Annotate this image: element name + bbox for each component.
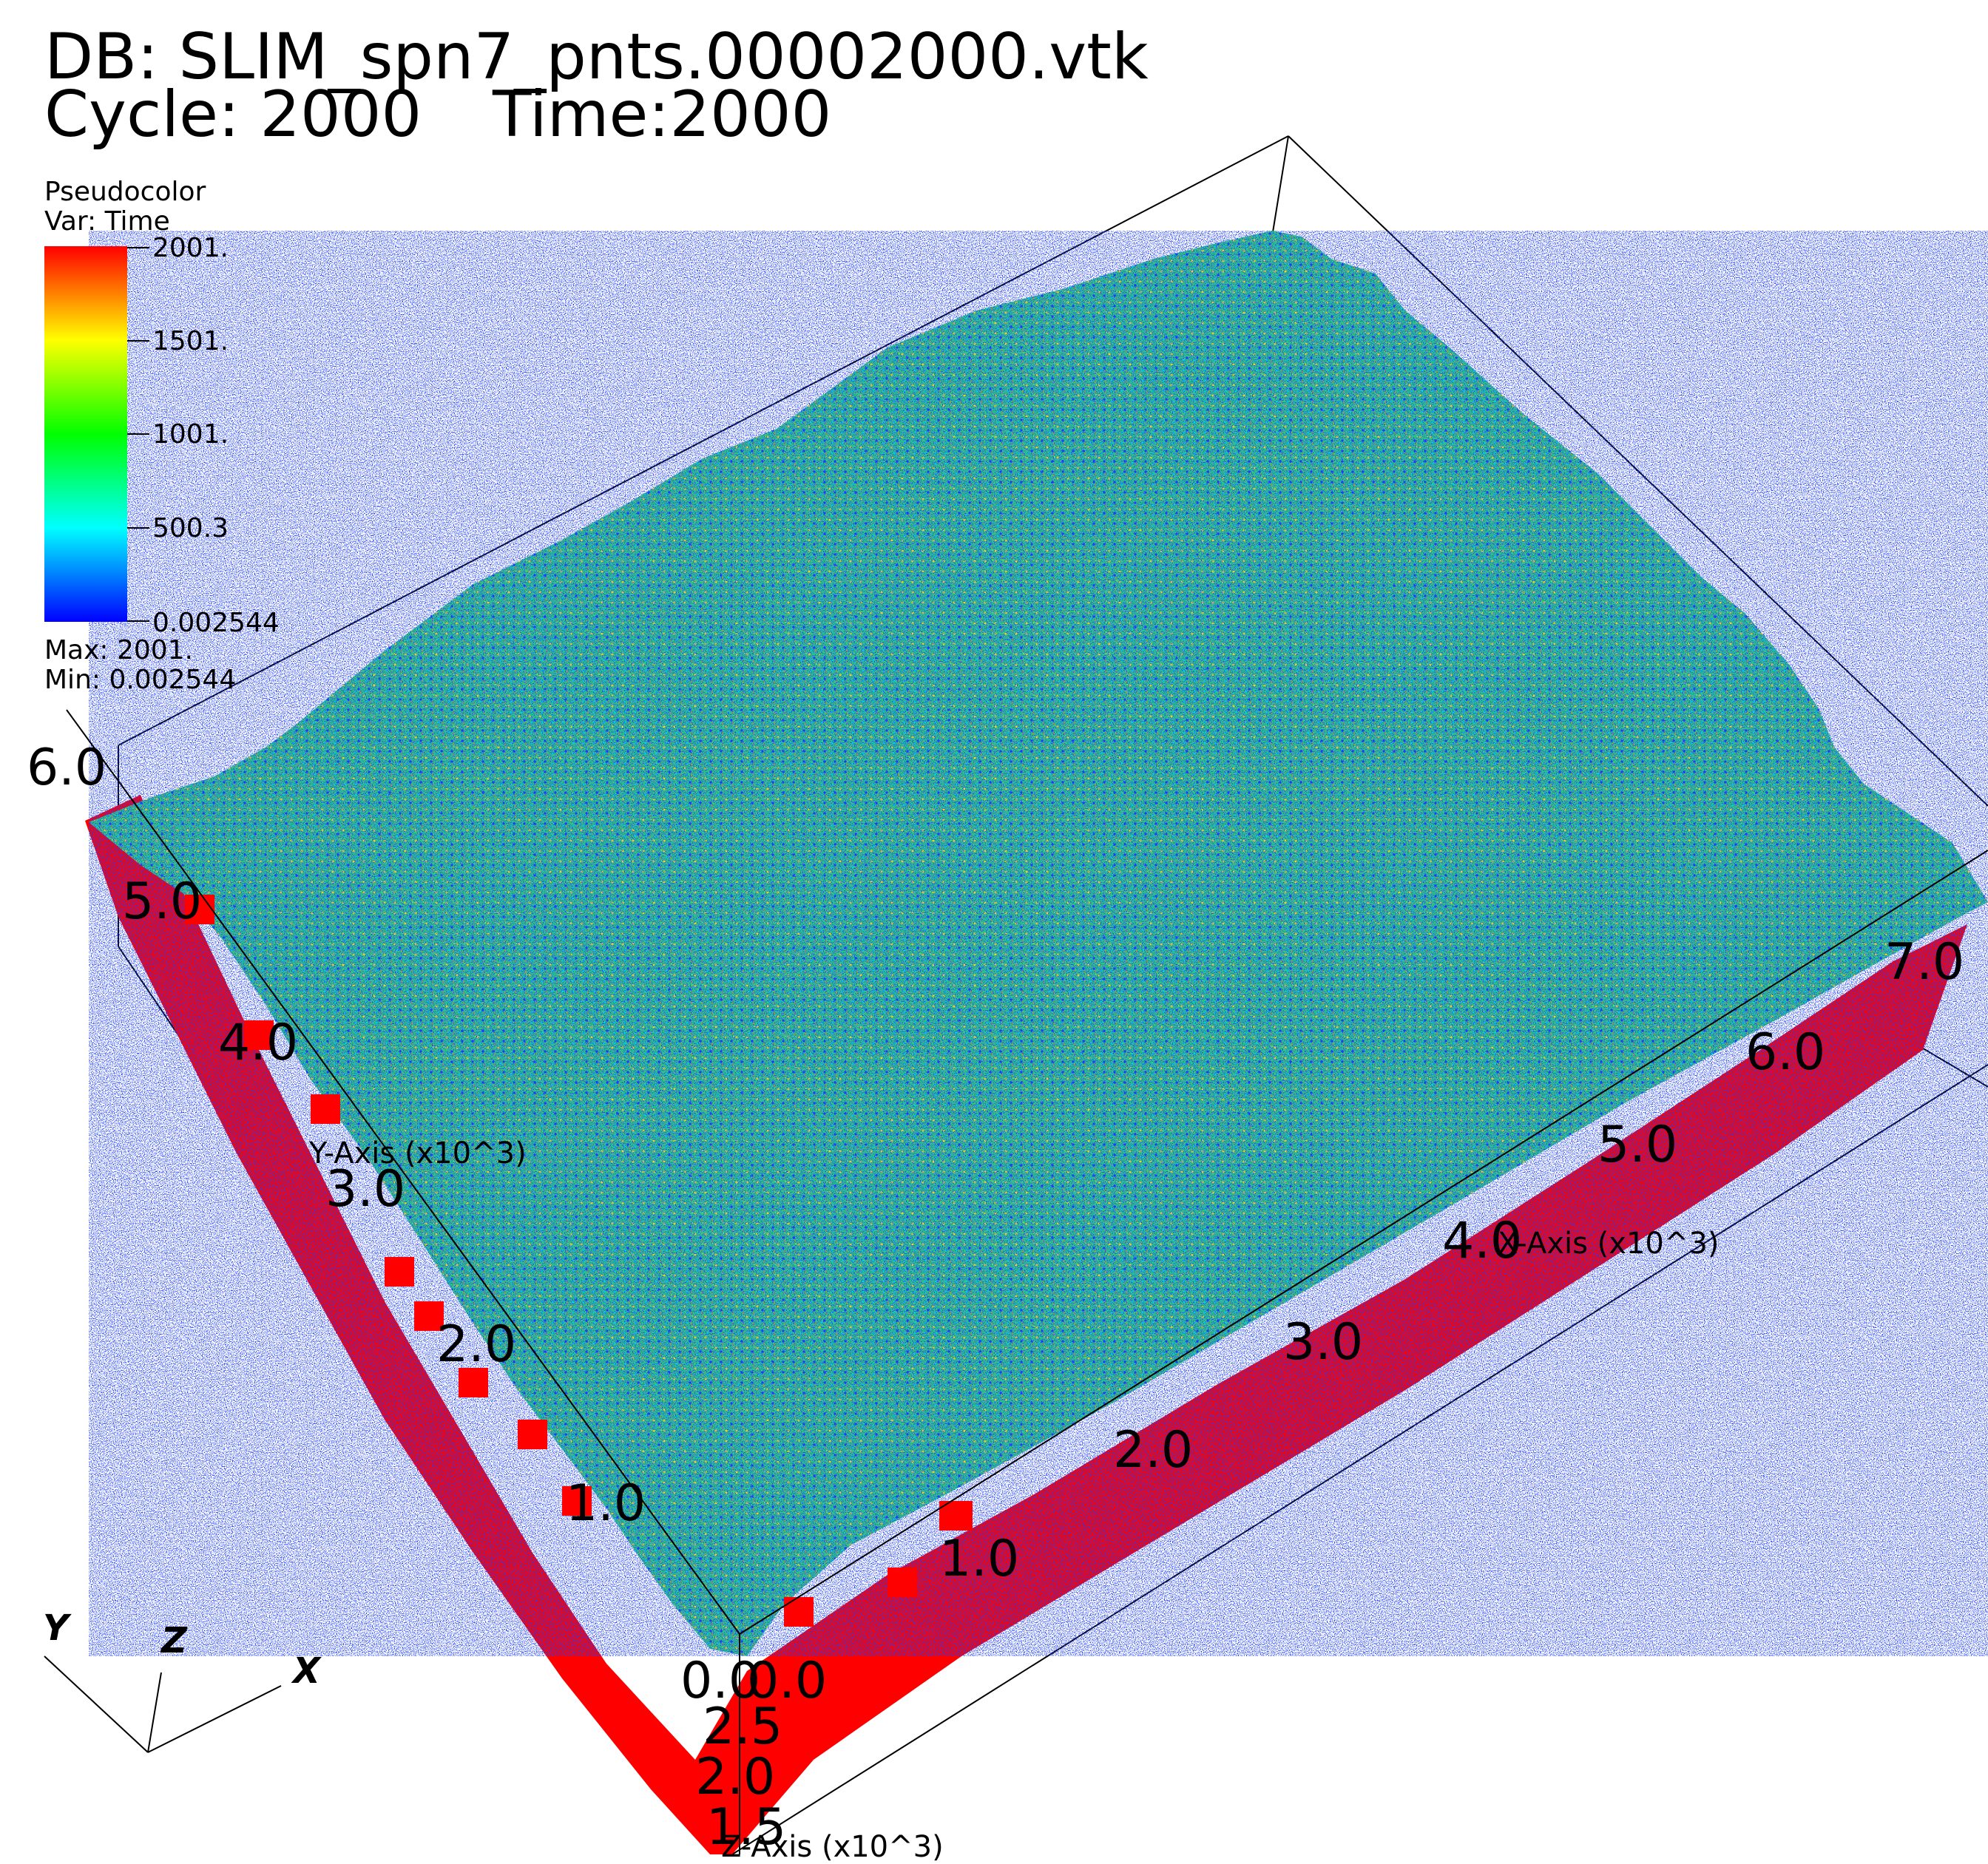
orientation-triad xyxy=(44,1655,282,1753)
z-tick-label: 2.0 xyxy=(695,1748,776,1806)
legend-var-label: Var: Time xyxy=(44,206,170,237)
cycle-label: Cycle: 2000 xyxy=(44,78,422,152)
y-tick-label: 3.0 xyxy=(325,1160,406,1219)
colorbar-tick xyxy=(127,247,149,248)
colorbar-tick xyxy=(127,340,149,342)
y-tick-label: 6.0 xyxy=(27,739,107,797)
z-tick-label: 1.5 xyxy=(706,1798,787,1857)
x-tick-label: 0.0 xyxy=(747,1652,828,1710)
red-edge-steps xyxy=(185,895,973,1627)
x-tick-label: 4.0 xyxy=(1442,1212,1523,1270)
z-axis-title: Z-Axis (x10^3) xyxy=(721,1830,944,1864)
x-tick-label: 5.0 xyxy=(1598,1116,1678,1174)
axis-lines xyxy=(66,709,1988,1854)
triad-y-label: Y xyxy=(43,1607,69,1649)
database-title: DB: SLIM_spn7_pnts.00002000.vtk xyxy=(44,20,1149,94)
colorbar-tick-label: 500.3 xyxy=(152,513,229,543)
legend-max: Max: 2001. xyxy=(44,635,194,665)
y-tick-label: 1.0 xyxy=(566,1474,646,1533)
colorbar-tick xyxy=(127,620,149,622)
x-tick-label: 1.0 xyxy=(939,1530,1020,1588)
y-tick-label: 0.0 xyxy=(680,1652,761,1710)
colorbar-min-tick-label: 0.002544 xyxy=(152,608,280,638)
x-tick-label: 3.0 xyxy=(1283,1313,1364,1372)
x-tick-label: 7.0 xyxy=(1884,933,1965,992)
y-tick-label: 5.0 xyxy=(122,872,203,931)
colorbar-tick-label: 1001. xyxy=(152,419,229,450)
y-axis-title: Y-Axis (x10^3) xyxy=(309,1136,527,1170)
point-cloud-surface xyxy=(89,231,1988,1656)
legend-min: Min: 0.002544 xyxy=(44,665,237,695)
colorbar xyxy=(44,246,127,622)
triad-x-label: X xyxy=(293,1650,321,1692)
triad-z-label: Z xyxy=(161,1620,187,1661)
colorbar-tick xyxy=(127,527,149,529)
colorbar-tick-label: 1501. xyxy=(152,326,229,356)
colorbar-max-tick-label: 2001. xyxy=(152,233,229,263)
legend-plot-type: Pseudocolor xyxy=(44,177,206,207)
z-tick-label: 2.5 xyxy=(703,1698,783,1756)
x-axis-title: X-Axis (x10^3) xyxy=(1498,1227,1720,1261)
y-tick-label: 4.0 xyxy=(218,1014,299,1072)
time-label: Time:2000 xyxy=(493,78,832,152)
x-tick-label: 2.0 xyxy=(1113,1421,1194,1480)
x-tick-label: 6.0 xyxy=(1745,1023,1826,1082)
y-tick-label: 2.0 xyxy=(436,1315,517,1374)
colorbar-tick xyxy=(127,433,149,435)
